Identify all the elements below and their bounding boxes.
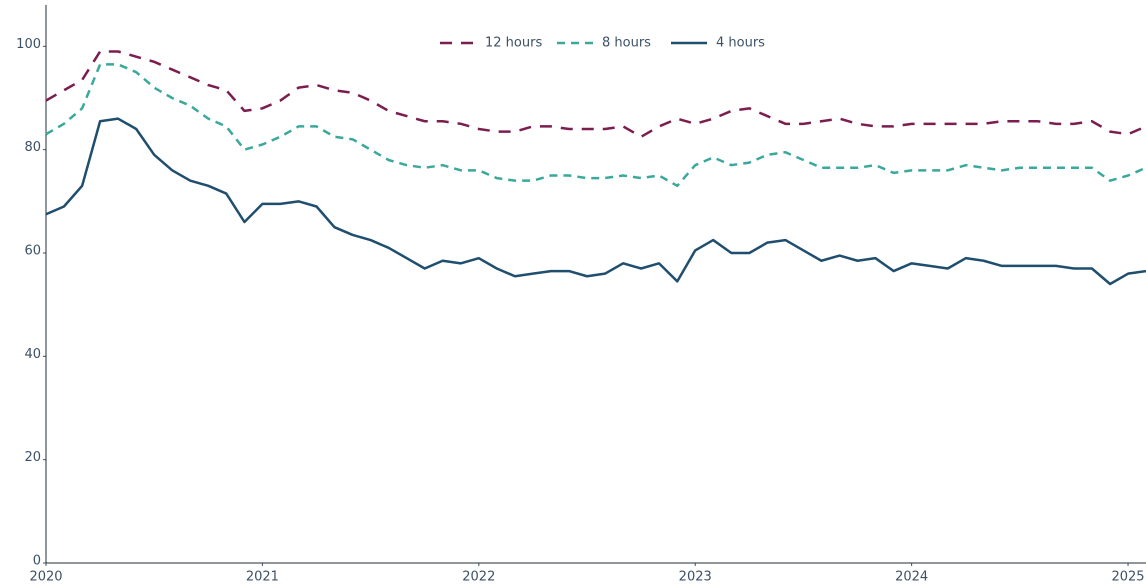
line-series bbox=[45, 50, 1146, 138]
x-tick-label: 2025 bbox=[1111, 570, 1144, 585]
line-series bbox=[45, 63, 1146, 188]
y-tick-label: 60 bbox=[24, 244, 41, 259]
legend-label: 4 hours bbox=[716, 36, 765, 51]
x-tick-label: 2020 bbox=[29, 570, 62, 585]
legend-label: 8 hours bbox=[602, 36, 651, 51]
x-tick-label: 2024 bbox=[895, 570, 928, 585]
y-tick-label: 20 bbox=[24, 450, 41, 465]
y-tick-label: 100 bbox=[16, 37, 41, 52]
y-tick-label: 0 bbox=[33, 554, 41, 569]
y-tick-label: 80 bbox=[24, 140, 41, 155]
y-tick-label: 40 bbox=[24, 347, 41, 362]
x-tick-label: 2022 bbox=[462, 570, 495, 585]
line-series bbox=[45, 117, 1146, 286]
legend-label: 12 hours bbox=[485, 36, 542, 51]
x-tick-label: 2023 bbox=[679, 570, 712, 585]
x-tick-label: 2021 bbox=[246, 570, 279, 585]
